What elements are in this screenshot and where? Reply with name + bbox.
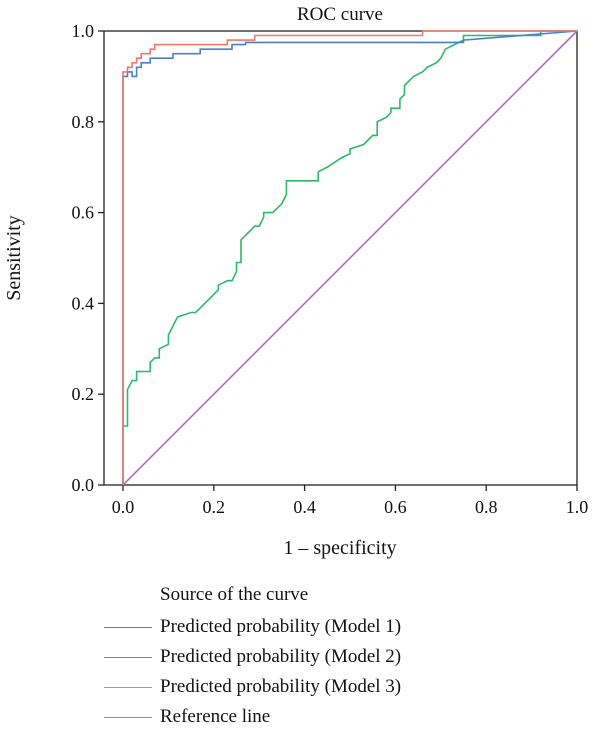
legend-item-model-1: Predicted probability (Model 1) — [104, 612, 584, 642]
y-tick-label: 0.6 — [72, 203, 95, 223]
y-tick-label: 0.0 — [72, 475, 95, 495]
roc-line-model-2 — [122, 30, 577, 431]
x-tick-label: 0.6 — [384, 497, 407, 517]
legend-label-model-2: Predicted probability (Model 2) — [160, 646, 402, 667]
legend-item-reference-line: Reference line — [104, 702, 584, 732]
plot-frame — [103, 30, 578, 486]
legend-title: Source of the curve — [160, 584, 309, 605]
y-tick-label: 0.8 — [72, 112, 95, 132]
legend-swatch-reference-line — [104, 716, 152, 718]
y-tick-label: 1.0 — [72, 21, 95, 41]
legend-label-reference-line: Reference line — [160, 706, 271, 727]
legend-swatch-model-2 — [104, 656, 152, 658]
reference-line — [122, 30, 578, 486]
chart-title: ROC curve — [297, 4, 383, 25]
x-axis-label: 1 – specificity — [283, 537, 396, 559]
legend-label-model-3: Predicted probability (Model 3) — [160, 676, 402, 697]
legend-item-model-2: Predicted probability (Model 2) — [104, 642, 584, 672]
x-tick-label: 0.4 — [293, 497, 316, 517]
legend: Source of the curve Predicted probabilit… — [104, 582, 584, 732]
legend-swatch-model-3 — [104, 686, 152, 688]
legend-item-model-3: Predicted probability (Model 3) — [104, 672, 584, 702]
roc-line-model-3 — [122, 30, 577, 485]
legend-label-model-1: Predicted probability (Model 1) — [160, 616, 402, 637]
y-tick-label: 0.2 — [72, 384, 95, 404]
legend-swatch-model-1 — [104, 626, 152, 628]
plot-area: 0.0 0.2 0.4 0.6 0.8 1.0 0.0 0.2 0.4 0.6 0.8 1.0 — [72, 21, 589, 517]
x-tick-label: 0.2 — [203, 497, 226, 517]
x-tick-label: 0.0 — [112, 497, 135, 517]
x-tick-label: 0.8 — [475, 497, 498, 517]
y-tick-label: 0.4 — [72, 293, 95, 313]
x-tick-label: 1.0 — [566, 497, 589, 517]
y-axis-label: Sensitivity — [3, 215, 25, 301]
